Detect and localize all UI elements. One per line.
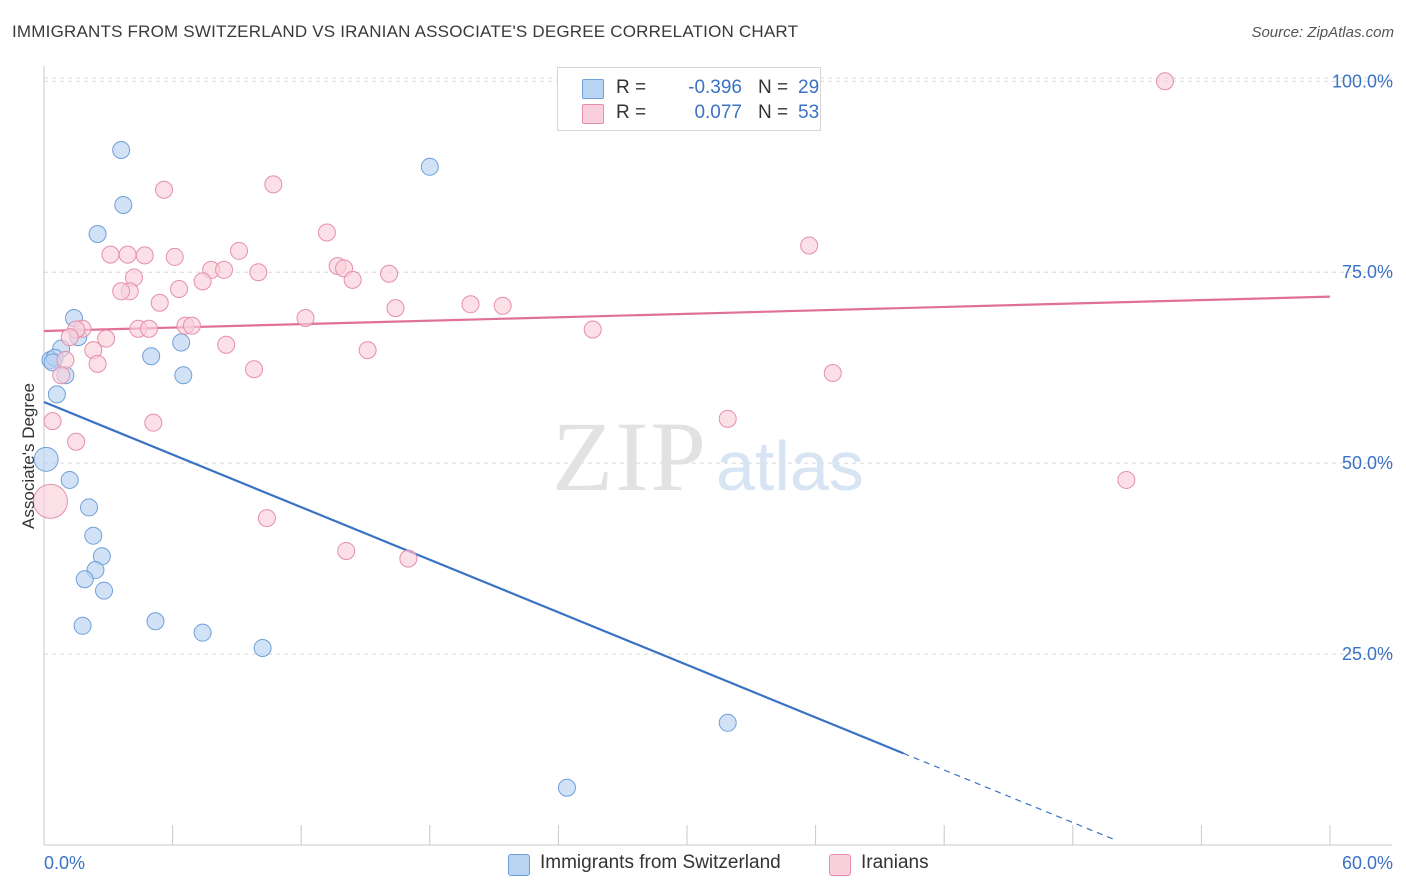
point-switzerland	[146, 612, 165, 631]
point-switzerland	[420, 157, 439, 176]
y-tick-label: 50.0%	[1342, 453, 1393, 473]
point-iranians	[217, 335, 236, 354]
point-iranians	[296, 309, 315, 328]
point-iranians	[155, 180, 174, 199]
point-switzerland	[84, 526, 103, 545]
point-iranians	[97, 329, 116, 348]
point-switzerland	[142, 347, 161, 366]
y-tick-label: 100.0%	[1332, 71, 1393, 91]
point-iranians	[264, 175, 283, 194]
y-tick-label: 25.0%	[1342, 644, 1393, 664]
legend-label: Immigrants from Switzerland	[540, 852, 781, 873]
y-axis-label: Associate's Degree	[19, 383, 38, 529]
point-switzerland	[73, 616, 92, 635]
point-iranians	[1155, 72, 1174, 91]
point-iranians	[67, 432, 86, 451]
point-switzerland	[47, 385, 66, 404]
point-switzerland	[193, 623, 212, 642]
legend-swatch-pink	[829, 854, 851, 876]
legend-r-label: R =	[616, 102, 647, 123]
tick-labels: 25.0% 50.0% 75.0% 100.0% 0.0% 60.0%	[44, 71, 1393, 873]
point-iranians	[493, 296, 512, 315]
point-switzerland	[95, 581, 114, 600]
y-tick-label: 75.0%	[1342, 262, 1393, 282]
watermark-zip: ZIP	[552, 401, 708, 512]
legend-n-label: N =	[758, 77, 789, 98]
point-switzerland	[114, 195, 133, 214]
point-iranians	[140, 319, 159, 338]
correlation-legend: R = -0.396 N = 29 R = 0.077 N = 53	[557, 67, 821, 131]
point-iranians	[583, 320, 602, 339]
point-switzerland	[80, 498, 99, 517]
point-iranians	[56, 351, 75, 370]
point-iranians	[800, 236, 819, 255]
legend-swatch-blue	[508, 854, 530, 876]
point-iranians	[101, 245, 120, 264]
point-iranians	[182, 316, 201, 335]
legend-r-label: R =	[616, 77, 647, 98]
point-switzerland	[718, 713, 737, 732]
point-iranians	[170, 280, 189, 299]
point-iranians	[343, 270, 362, 289]
trend-line-extension	[903, 752, 1116, 841]
point-iranians	[88, 354, 107, 373]
point-switzerland	[75, 570, 94, 589]
point-iranians	[32, 483, 68, 519]
point-iranians	[193, 272, 212, 291]
watermark: ZIP atlas	[552, 401, 864, 512]
chart-title: IMMIGRANTS FROM SWITZERLAND VS IRANIAN A…	[12, 22, 799, 41]
legend-r-value: -0.396	[688, 77, 742, 98]
point-iranians	[380, 264, 399, 283]
point-iranians	[60, 328, 79, 347]
source-label: Source: ZipAtlas.com	[1251, 24, 1394, 41]
point-switzerland	[33, 446, 59, 472]
data-points	[32, 72, 1174, 797]
legend-label: Iranians	[861, 852, 929, 873]
point-iranians	[249, 263, 268, 282]
legend-n-value: 53	[798, 102, 820, 123]
legend-swatch-blue	[582, 79, 604, 99]
x-tick-label: 0.0%	[44, 853, 85, 873]
point-switzerland	[557, 778, 576, 797]
point-switzerland	[172, 333, 191, 352]
point-iranians	[399, 549, 418, 568]
point-iranians	[718, 409, 737, 428]
legend-r-value: 0.077	[694, 102, 742, 123]
point-iranians	[386, 299, 405, 318]
point-iranians	[337, 541, 356, 560]
point-iranians	[1117, 470, 1136, 489]
point-iranians	[317, 223, 336, 242]
point-iranians	[215, 260, 234, 279]
point-iranians	[135, 246, 154, 265]
point-iranians	[144, 413, 163, 432]
point-iranians	[230, 241, 249, 260]
point-iranians	[52, 366, 71, 385]
watermark-atlas: atlas	[716, 427, 864, 505]
legend-n-label: N =	[758, 102, 789, 123]
point-iranians	[823, 364, 842, 383]
point-iranians	[150, 293, 169, 312]
point-switzerland	[60, 470, 79, 489]
trend-lines	[43, 295, 1331, 841]
point-iranians	[112, 282, 131, 301]
trend-line-iranians	[43, 295, 1331, 333]
point-iranians	[43, 412, 62, 431]
point-switzerland	[253, 638, 272, 657]
point-iranians	[118, 245, 137, 264]
legend-n-value: 29	[798, 77, 820, 98]
point-iranians	[165, 247, 184, 266]
legend-swatch-pink	[582, 104, 604, 124]
x-tick-label: 60.0%	[1342, 853, 1393, 873]
point-iranians	[257, 509, 276, 528]
point-switzerland	[174, 366, 193, 385]
point-iranians	[461, 295, 480, 314]
trend-line-switzerland	[43, 401, 904, 755]
point-iranians	[358, 341, 377, 360]
point-iranians	[245, 360, 264, 379]
point-switzerland	[112, 141, 131, 160]
point-switzerland	[88, 225, 107, 244]
